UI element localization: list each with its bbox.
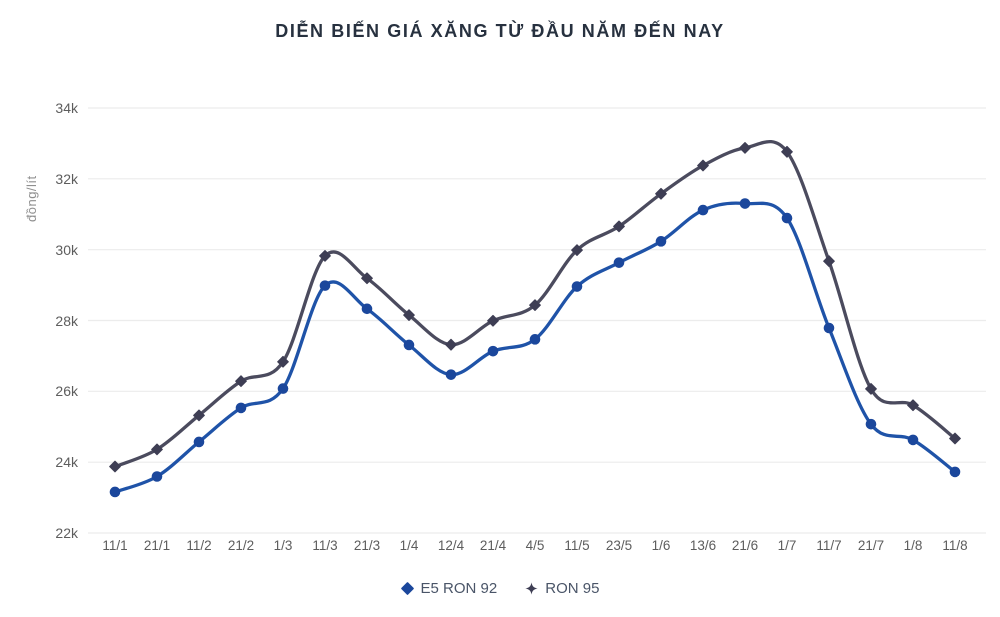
data-point-ron-95-21-3[interactable] (361, 272, 373, 285)
data-point-ron-95-1-4[interactable] (403, 309, 415, 321)
data-point-ron-95-11-8[interactable] (949, 432, 961, 445)
x-tick-11-8: 11/8 (942, 538, 968, 553)
data-point-e5-ron-92-1-4[interactable] (403, 339, 415, 351)
x-tick-21-2: 21/2 (227, 538, 255, 553)
x-tick-21-3: 21/3 (353, 538, 381, 553)
data-point-ron-95-23-5[interactable] (613, 220, 625, 233)
data-point-ron-95-1-8[interactable] (907, 399, 919, 412)
y-tick-26k: 26k (55, 383, 78, 400)
x-tick-1-4: 1/4 (399, 538, 419, 553)
y-tick-32k: 32k (55, 170, 78, 187)
series-line-e5-ron-92 (113, 201, 957, 494)
y-tick-30k: 30k (55, 241, 78, 258)
x-tick-11-1: 11/1 (102, 538, 128, 553)
data-point-e5-ron-92-23-5[interactable] (613, 257, 625, 268)
x-tick-21-1: 21/1 (143, 538, 171, 553)
x-tick-4-5: 4/5 (525, 538, 545, 553)
legend: E5 RON 92 RON 95 (0, 580, 1000, 597)
data-point-ron-95-21-1[interactable] (151, 443, 163, 456)
data-point-e5-ron-92-11-2[interactable] (193, 436, 205, 448)
legend-label-ron95: RON 95 (545, 580, 600, 597)
y-tick-22k: 22k (55, 525, 78, 541)
data-point-e5-ron-92-21-3[interactable] (361, 303, 373, 315)
data-point-e5-ron-92-1-6[interactable] (655, 236, 667, 247)
x-tick-11-3: 11/3 (312, 538, 338, 553)
data-point-e5-ron-92-21-4[interactable] (487, 345, 499, 357)
data-point-e5-ron-92-1-8[interactable] (907, 434, 919, 446)
data-point-e5-ron-92-21-7[interactable] (865, 418, 877, 430)
data-point-ron-95-1-6[interactable] (655, 187, 667, 200)
data-point-e5-ron-92-21-6[interactable] (739, 198, 751, 209)
data-point-e5-ron-92-11-7[interactable] (823, 322, 835, 334)
x-tick-11-7: 11/7 (816, 538, 842, 553)
legend-marker-ron95-star-icon (525, 582, 538, 595)
y-tick-24k: 24k (55, 454, 78, 471)
x-tick-1-6: 1/6 (651, 538, 671, 553)
data-point-ron-95-11-1[interactable] (109, 460, 121, 473)
data-point-ron-95-21-4[interactable] (487, 314, 499, 327)
data-point-e5-ron-92-1-3[interactable] (277, 383, 289, 394)
data-point-e5-ron-92-11-5[interactable] (571, 281, 583, 292)
data-point-ron-95-11-2[interactable] (193, 409, 205, 422)
data-point-e5-ron-92-11-8[interactable] (949, 466, 961, 478)
data-point-e5-ron-92-1-7[interactable] (781, 212, 793, 224)
y-tick-34k: 34k (55, 100, 78, 116)
data-point-ron-95-21-2[interactable] (235, 375, 247, 388)
data-point-e5-ron-92-21-1[interactable] (151, 471, 163, 482)
data-point-ron-95-4-5[interactable] (529, 299, 541, 312)
data-point-e5-ron-92-11-3[interactable] (319, 280, 331, 291)
y-tick-28k: 28k (55, 312, 78, 329)
data-point-e5-ron-92-21-2[interactable] (235, 402, 247, 414)
data-point-ron-95-11-5[interactable] (571, 244, 583, 256)
data-point-ron-95-11-3[interactable] (319, 250, 331, 262)
x-tick-23-5: 23/5 (605, 538, 633, 553)
data-point-ron-95-13-6[interactable] (697, 159, 709, 172)
x-tick-21-7: 21/7 (857, 538, 885, 553)
x-tick-13-6: 13/6 (689, 538, 717, 553)
legend-label-e5: E5 RON 92 (420, 580, 498, 597)
legend-item-e5-ron-92[interactable]: E5 RON 92 (400, 580, 498, 597)
data-point-ron-95-21-6[interactable] (739, 142, 751, 154)
x-tick-12-4: 12/4 (437, 538, 465, 553)
data-point-ron-95-1-3[interactable] (277, 355, 289, 368)
legend-item-ron-95[interactable]: RON 95 (525, 580, 599, 597)
data-point-e5-ron-92-11-1[interactable] (109, 486, 121, 498)
data-point-ron-95-1-7[interactable] (781, 145, 793, 158)
x-tick-11-5: 11/5 (564, 538, 590, 553)
data-point-e5-ron-92-13-6[interactable] (697, 204, 709, 216)
x-tick-21-6: 21/6 (731, 538, 759, 553)
data-point-e5-ron-92-4-5[interactable] (529, 334, 541, 345)
x-tick-1-8: 1/8 (903, 538, 923, 553)
data-point-e5-ron-92-12-4[interactable] (445, 369, 457, 380)
legend-marker-e5-diamond-icon (400, 582, 414, 595)
x-tick-1-3: 1/3 (273, 538, 293, 553)
data-point-ron-95-11-7[interactable] (823, 255, 835, 268)
data-point-ron-95-12-4[interactable] (445, 338, 457, 351)
x-tick-1-7: 1/7 (777, 538, 797, 553)
data-point-ron-95-21-7[interactable] (865, 382, 877, 395)
x-tick-11-2: 11/2 (186, 538, 212, 553)
chart-title: DIỄN BIẾN GIÁ XĂNG TỪ ĐẦU NĂM ĐẾN NAY (275, 21, 725, 41)
x-tick-21-4: 21/4 (479, 538, 507, 553)
